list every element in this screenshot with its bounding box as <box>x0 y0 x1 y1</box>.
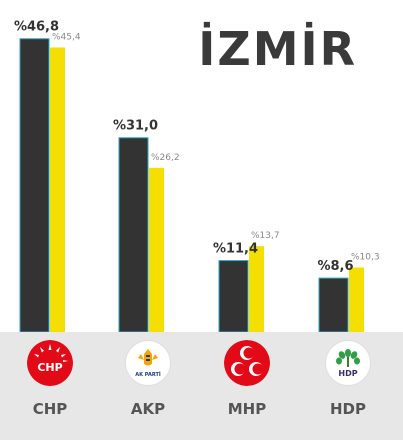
akp-logo-text: AK PARTİ <box>135 371 161 378</box>
hdp-logo-icon: HDP <box>325 340 371 386</box>
bar-previous-hdp <box>349 267 364 332</box>
bar-previous-akp <box>149 167 164 332</box>
party-label-akp: AKP <box>130 400 166 418</box>
party-label-chp: CHP <box>32 400 68 418</box>
party-hdp: HDP HDP <box>308 332 388 440</box>
chp-logo-text: CHP <box>37 361 62 374</box>
label-previous-chp: %45,4 <box>52 33 81 43</box>
chp-logo-icon: CHP <box>27 340 73 386</box>
bar-current-chp <box>19 38 50 332</box>
bar-previous-mhp <box>249 246 264 332</box>
label-current-hdp: %8,6 <box>317 259 353 274</box>
bar-current-mhp <box>218 260 249 332</box>
party-label-mhp: MHP <box>227 400 267 418</box>
party-logo-strip: CHP CHP AK PARTİ AKP <box>0 332 403 440</box>
hdp-logo-text: HDP <box>338 369 357 378</box>
bar-current-hdp <box>318 277 349 332</box>
bar-previous-chp <box>50 47 65 332</box>
party-akp: AK PARTİ AKP <box>108 332 188 440</box>
akp-logo-icon: AK PARTİ <box>125 340 171 386</box>
label-current-akp: %31,0 <box>113 119 158 134</box>
party-label-hdp: HDP <box>330 400 366 418</box>
bar-chart: %46,8%45,4 %31,0 %26,2 %11,4%13,7 %8,6%10,3 <box>14 20 380 332</box>
party-chp: CHP CHP <box>10 332 90 440</box>
chart-title: İZMİR <box>198 22 357 76</box>
label-current-chp: %46,8 <box>14 20 59 35</box>
label-previous-mhp: %13,7 <box>251 231 280 241</box>
party-mhp: MHP <box>207 332 287 440</box>
label-previous-akp: %26,2 <box>151 153 180 163</box>
label-current-mhp: %11,4 <box>213 242 258 257</box>
bar-current-akp <box>118 137 149 332</box>
label-previous-hdp: %10,3 <box>351 252 380 262</box>
mhp-logo-icon <box>224 340 270 386</box>
